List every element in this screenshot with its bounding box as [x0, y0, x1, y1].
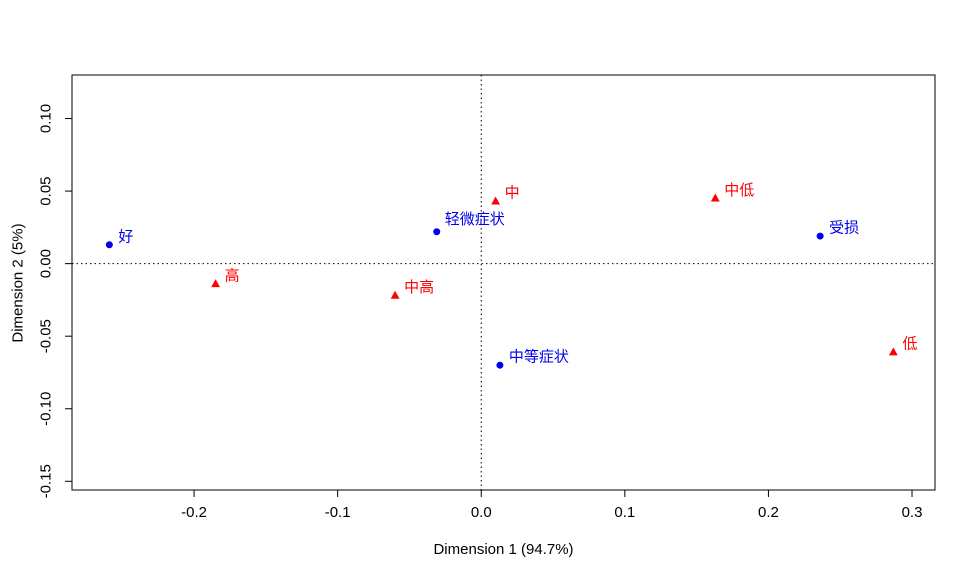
y-tick-label: -0.15 — [38, 464, 55, 498]
data-point-circle — [105, 241, 113, 249]
y-tick-label: -0.10 — [38, 392, 55, 426]
data-point-label: 轻微症状 — [445, 211, 505, 228]
data-point-circle — [816, 232, 824, 240]
x-tick-label: 0.2 — [758, 504, 779, 521]
data-point-label: 高 — [225, 267, 240, 284]
y-tick-label: 0.10 — [38, 104, 55, 133]
y-tick-label: -0.05 — [38, 319, 55, 353]
data-point-label: 受损 — [829, 220, 859, 237]
data-point-label: 好 — [118, 228, 133, 245]
data-point-label: 中低 — [724, 182, 754, 199]
data-point-triangle — [390, 290, 400, 299]
y-axis-title: Dimension 2 (5%) — [9, 223, 27, 343]
data-point-triangle — [491, 196, 501, 205]
data-point-triangle — [211, 279, 220, 288]
data-point-label: 中高 — [404, 279, 434, 296]
y-tick-label: 0.00 — [38, 249, 55, 278]
x-tick-label: -0.1 — [325, 504, 351, 521]
plot-frame — [71, 74, 936, 491]
x-tick-label: -0.2 — [181, 504, 207, 521]
data-point-circle — [433, 228, 441, 236]
data-point-circle — [496, 361, 504, 369]
data-point-label: 中 — [505, 185, 520, 202]
x-tick-label: 0.1 — [614, 504, 635, 521]
data-point-label: 中等症状 — [509, 348, 569, 366]
y-tick-label: 0.05 — [38, 176, 55, 205]
data-point-triangle — [888, 347, 898, 356]
x-tick-label: 0.0 — [471, 504, 492, 521]
data-point-label: 低 — [902, 336, 917, 353]
data-point-triangle — [710, 193, 720, 202]
x-tick-label: 0.3 — [902, 504, 923, 521]
x-axis-title: Dimension 1 (94.7%) — [433, 541, 574, 558]
